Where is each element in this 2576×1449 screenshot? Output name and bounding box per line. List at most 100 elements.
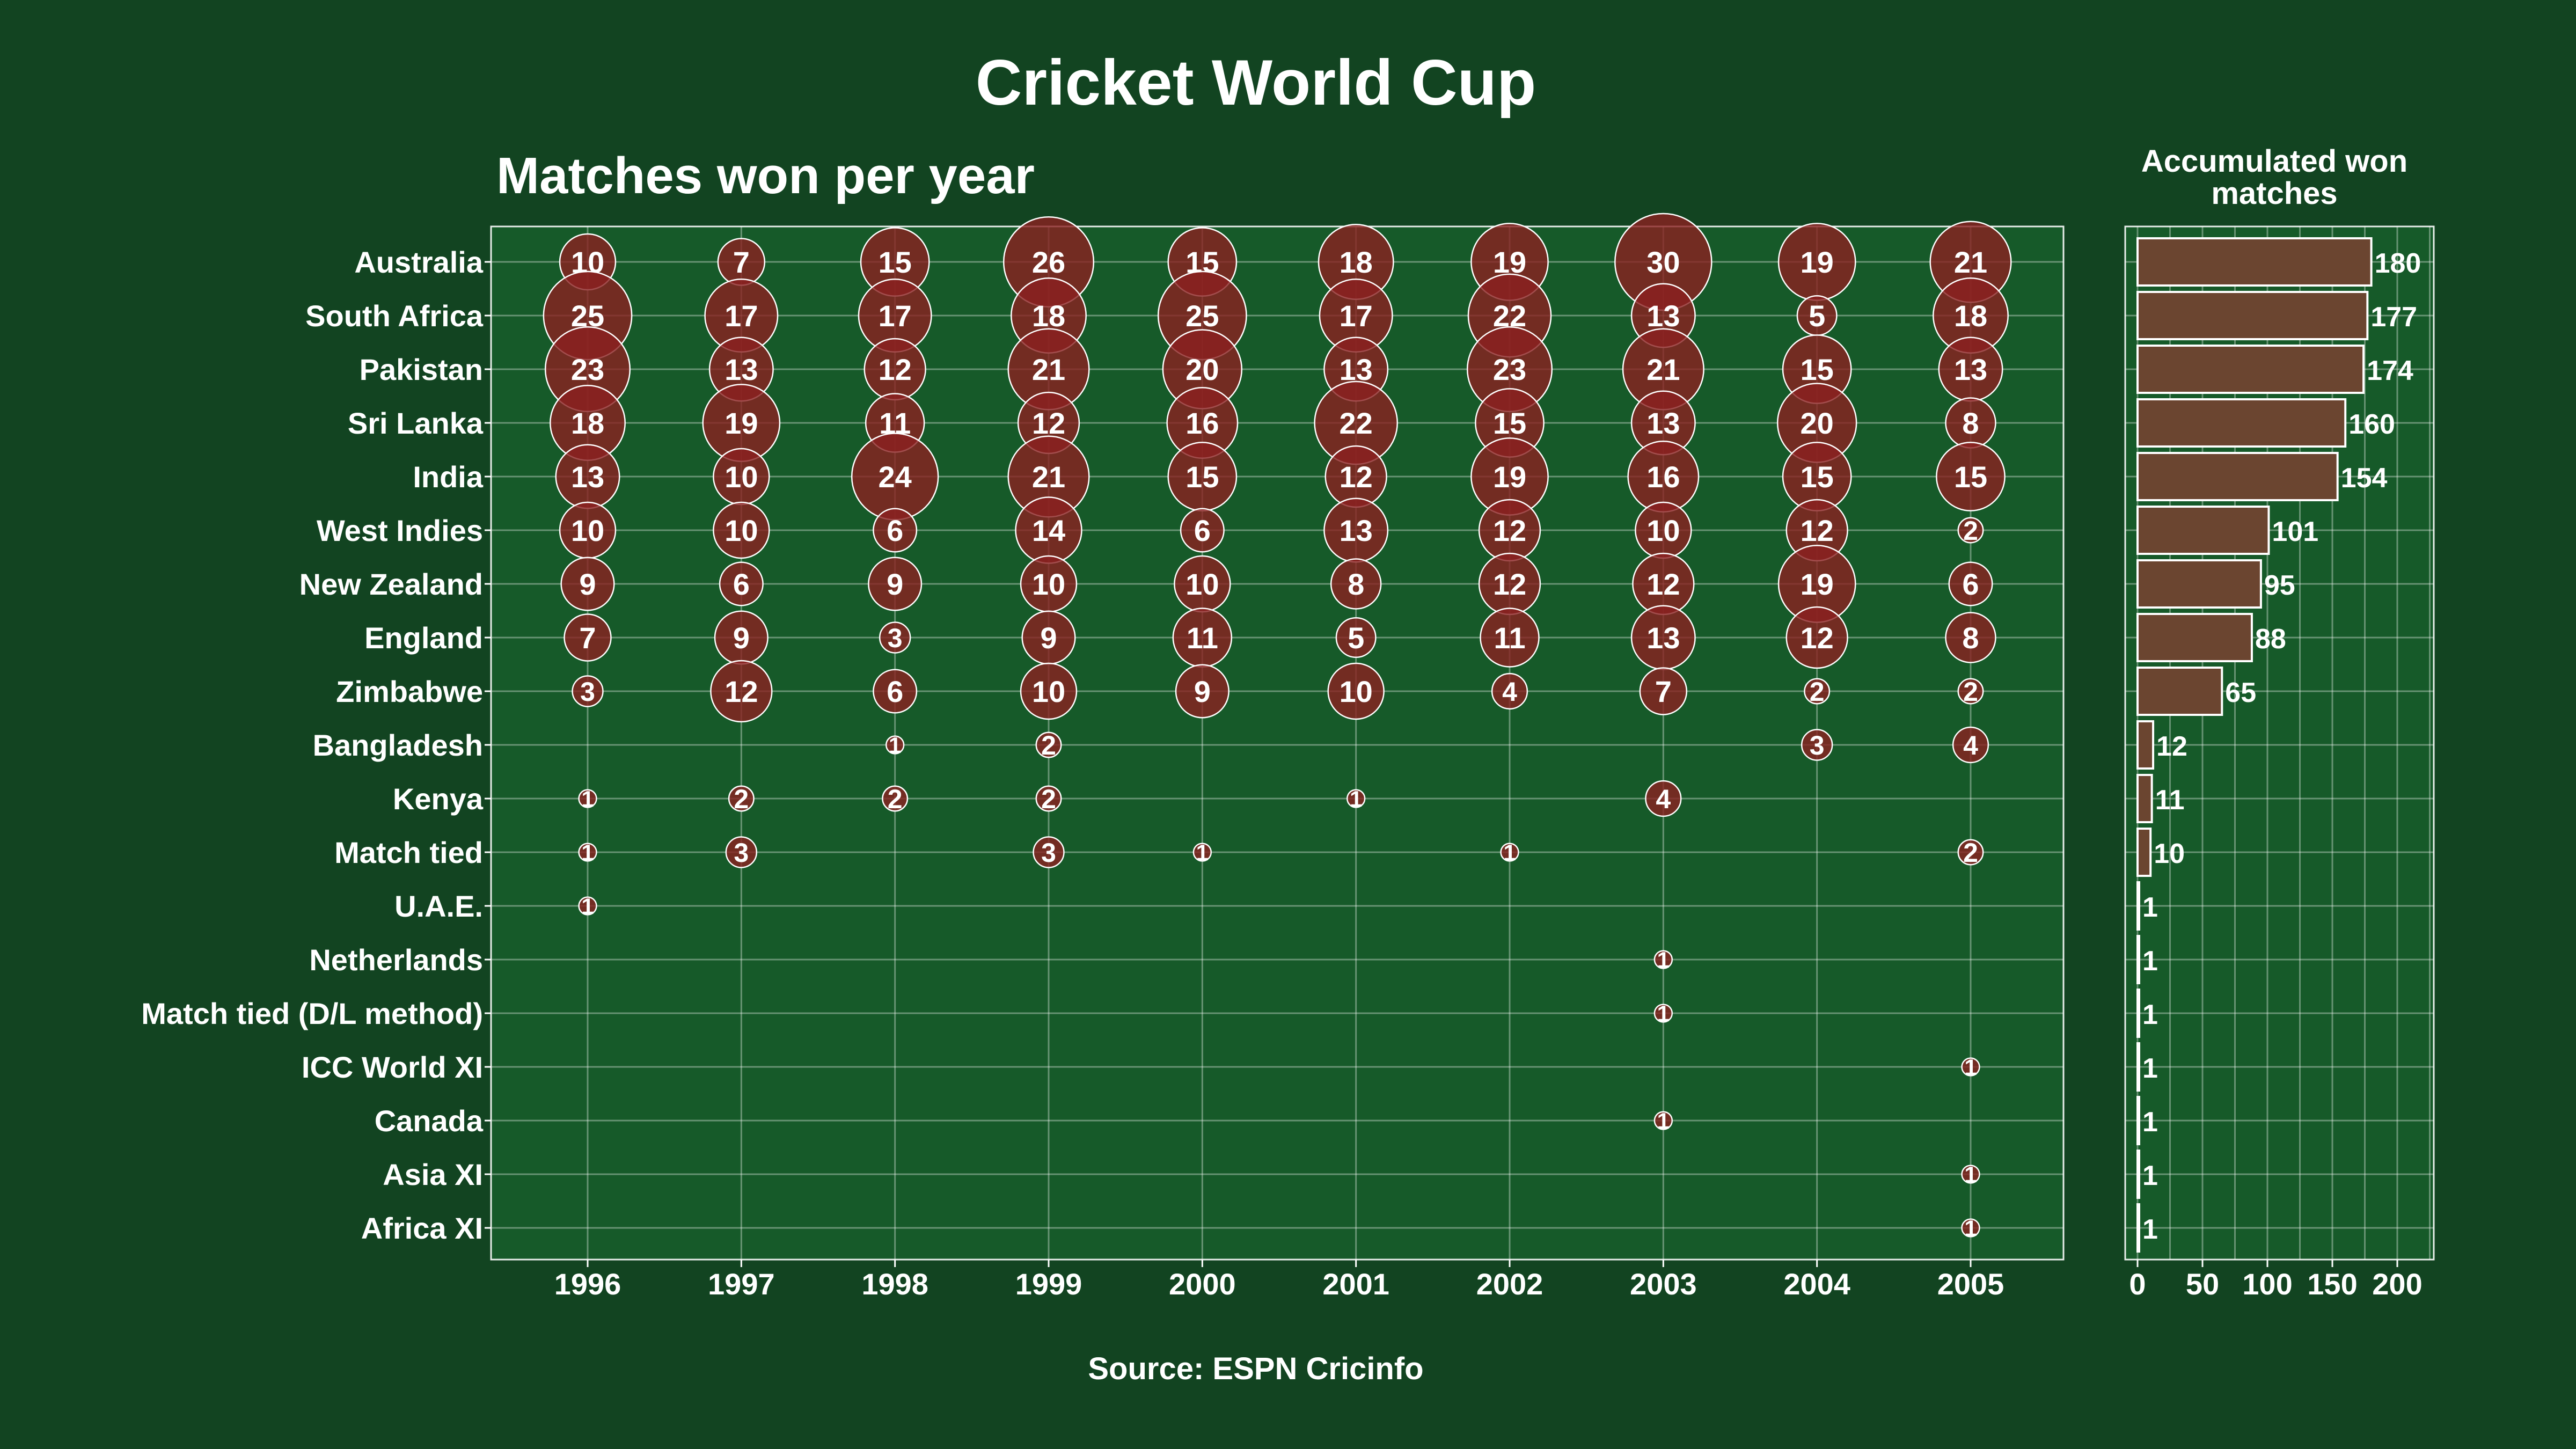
bubble-zimbabwe-1999 — [1020, 662, 1078, 720]
bubble-label: 2 — [1963, 516, 1978, 546]
x-tick-label-1999: 1999 — [1015, 1267, 1082, 1301]
bar-value-label: 12 — [2156, 731, 2187, 762]
bubble-label: 14 — [1032, 514, 1065, 547]
bubble-label: 22 — [1340, 406, 1373, 440]
bubble-label: 1 — [1964, 1216, 1977, 1241]
bubble-label: 4 — [1656, 784, 1671, 814]
bubble-label: 18 — [1032, 299, 1065, 333]
bubble-label: 6 — [887, 514, 903, 547]
bubble-england-2001 — [1335, 617, 1377, 658]
y-tick-label-new-zealand: New Zealand — [299, 567, 483, 601]
bar-africa-xi — [2136, 1203, 2140, 1253]
bar-value-label: 101 — [2272, 516, 2318, 547]
y-tick-label-india: India — [413, 460, 484, 494]
bubble-label: 1 — [1964, 1162, 1977, 1187]
bubble-label: 1 — [1350, 786, 1362, 811]
bubble-label: 7 — [1655, 675, 1672, 708]
bubble-label: 12 — [1646, 567, 1680, 601]
bubble-kenya-2001 — [1346, 789, 1366, 808]
bubble-label: 12 — [879, 353, 912, 386]
y-tick-label-zimbabwe: Zimbabwe — [336, 675, 483, 708]
bubble-zimbabwe-2003 — [1639, 667, 1688, 715]
bubble-zimbabwe-2004 — [1804, 678, 1831, 705]
bar-x-tick-label: 200 — [2372, 1267, 2422, 1301]
bar-title-line: Accumulated won — [2141, 144, 2407, 179]
bubble-label: 6 — [733, 567, 750, 601]
bar-bangladesh — [2136, 720, 2155, 770]
bubble-label: 30 — [1646, 245, 1680, 279]
x-tick-label-2003: 2003 — [1630, 1267, 1697, 1301]
bubble-label: 15 — [1801, 460, 1834, 494]
bar-asia-xi — [2136, 1150, 2140, 1199]
bar-value-label: 160 — [2348, 409, 2395, 440]
bubble-label: 23 — [1493, 353, 1526, 386]
bar-u-a-e — [2136, 881, 2140, 931]
bubble-label: 1 — [1657, 1108, 1670, 1133]
x-tick-label-1996: 1996 — [554, 1267, 621, 1301]
bar-title-line: matches — [2211, 176, 2337, 211]
bar-australia — [2136, 237, 2373, 287]
bubble-kenya-1999 — [1035, 785, 1062, 812]
bubble-label: 26 — [1032, 245, 1065, 279]
bubble-label: 3 — [734, 838, 749, 868]
bubble-label: 1 — [581, 894, 594, 919]
bubble-new-zealand-1997 — [719, 561, 764, 606]
bubble-label: 21 — [1032, 460, 1065, 494]
x-tick-label-2000: 2000 — [1169, 1267, 1236, 1301]
bubble-label: 12 — [724, 675, 758, 708]
bar-value-label: 174 — [2367, 355, 2413, 386]
bubble-label: 2 — [1810, 677, 1825, 707]
bubble-label: 1 — [1964, 1055, 1977, 1080]
y-tick-label-match-tied-d-l-method: Match tied (D/L method) — [141, 997, 483, 1030]
bar-x-tick-label: 0 — [2129, 1267, 2146, 1301]
bubble-zimbabwe-2000 — [1175, 664, 1230, 719]
bubble-label: 10 — [1340, 675, 1373, 708]
bubble-label: 12 — [1493, 514, 1526, 547]
bubble-label: 10 — [571, 514, 604, 547]
bubble-label: 19 — [1493, 245, 1526, 279]
bubble-label: 13 — [571, 460, 604, 494]
bubble-label: 10 — [724, 514, 758, 547]
bubble-label: 12 — [1801, 514, 1834, 547]
bubble-zimbabwe-1998 — [873, 669, 918, 714]
bubble-asia-xi-2005 — [1961, 1165, 1980, 1184]
bubble-match-tied-1996 — [578, 843, 597, 862]
bar-match-tied — [2136, 828, 2152, 877]
bubble-label: 21 — [1954, 245, 1987, 279]
bubble-kenya-1998 — [882, 785, 909, 812]
y-tick-label-kenya: Kenya — [393, 782, 484, 816]
y-tick-label-australia: Australia — [354, 245, 483, 279]
y-tick-label-england: England — [364, 621, 483, 655]
bubble-label: 2 — [1041, 730, 1056, 760]
bar-chart-title: Accumulated won matches — [2141, 144, 2407, 211]
y-tick-label-sri-lanka: Sri Lanka — [348, 406, 484, 440]
bar-value-label: 88 — [2255, 624, 2286, 655]
bar-england — [2136, 613, 2253, 662]
bar-x-tick-label: 150 — [2307, 1267, 2357, 1301]
bubble-kenya-1997 — [728, 785, 755, 812]
bubble-label: 15 — [1185, 460, 1219, 494]
bubble-label: 12 — [1032, 406, 1065, 440]
bubble-label: 3 — [1041, 838, 1056, 868]
bubble-label: 15 — [879, 245, 912, 279]
bar-value-label: 1 — [2142, 999, 2158, 1030]
bubble-zimbabwe-1996 — [572, 675, 604, 707]
bubble-west-indies-2005 — [1957, 517, 1984, 544]
bubble-match-tied-d-l-method-2003 — [1653, 1004, 1673, 1023]
bubble-icc-world-xi-2005 — [1961, 1057, 1980, 1077]
bubble-label: 20 — [1185, 353, 1219, 386]
bubble-label: 2 — [1041, 784, 1056, 814]
y-tick-label-west-indies: West Indies — [317, 514, 483, 547]
bar-icc-world-xi — [2136, 1042, 2140, 1092]
bar-value-label: 177 — [2370, 302, 2417, 333]
bubble-west-indies-1997 — [713, 501, 770, 559]
bar-sri-lanka — [2136, 398, 2347, 448]
bubble-label: 13 — [1646, 299, 1680, 333]
bubble-bangladesh-1999 — [1035, 731, 1062, 758]
bubble-canada-2003 — [1653, 1111, 1673, 1130]
bubble-label: 19 — [724, 406, 758, 440]
bubble-new-zealand-1998 — [868, 557, 923, 611]
